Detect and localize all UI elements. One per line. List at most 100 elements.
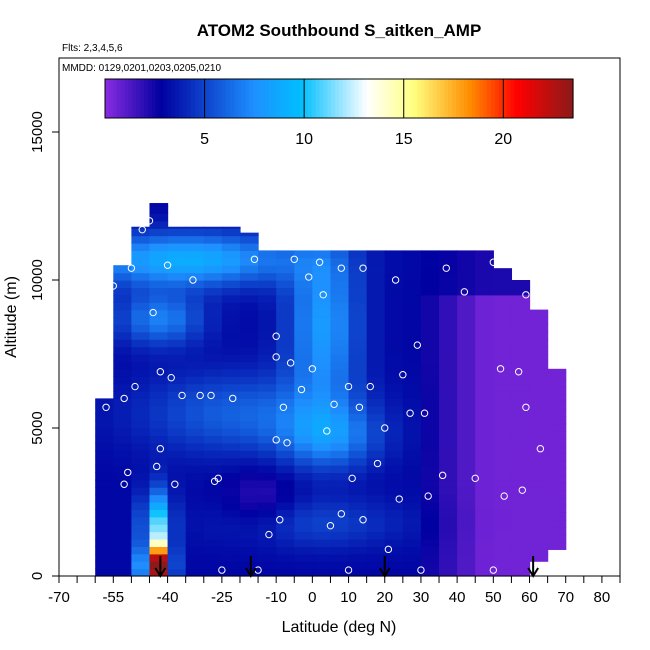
heatmap-cell bbox=[511, 524, 531, 533]
heatmap-cell bbox=[366, 516, 386, 525]
heatmap-cell bbox=[420, 339, 440, 348]
heatmap-cell bbox=[493, 524, 513, 533]
heatmap-cell bbox=[276, 568, 295, 577]
heatmap-cell bbox=[167, 368, 187, 377]
colorbar-swatch bbox=[128, 79, 133, 118]
colorbar-swatch bbox=[296, 79, 301, 118]
heatmap-cell bbox=[113, 391, 132, 399]
sample-point bbox=[373, 459, 382, 468]
heatmap-cell bbox=[348, 502, 368, 510]
heatmap-cell bbox=[475, 324, 494, 333]
heatmap-cell bbox=[493, 376, 513, 385]
heatmap-cell bbox=[185, 524, 205, 533]
heatmap-cell bbox=[239, 287, 259, 296]
heatmap-cell bbox=[221, 509, 241, 518]
sample-point bbox=[395, 495, 403, 503]
heatmap-cell bbox=[493, 539, 513, 547]
heatmap-cell bbox=[384, 250, 404, 259]
heatmap-cell bbox=[312, 531, 332, 540]
heatmap-cell bbox=[439, 391, 458, 399]
heatmap-cell bbox=[258, 472, 277, 481]
heatmap-cell bbox=[384, 309, 404, 318]
heatmap-cell bbox=[402, 546, 422, 555]
heatmap-cell bbox=[439, 331, 458, 340]
heatmap-cell bbox=[95, 428, 114, 436]
heatmap-cell bbox=[258, 494, 277, 503]
heatmap-cell bbox=[402, 561, 422, 570]
colorbar-swatch bbox=[385, 79, 391, 118]
heatmap-cell bbox=[457, 494, 476, 503]
heatmap-cell bbox=[239, 346, 259, 355]
heatmap-cell bbox=[258, 317, 277, 325]
heatmap-cell bbox=[276, 324, 295, 333]
heatmap-cell bbox=[149, 272, 169, 281]
heatmap-cell bbox=[294, 487, 313, 496]
heatmap-cell bbox=[221, 250, 241, 259]
heatmap-cell bbox=[221, 354, 241, 362]
sample-point bbox=[305, 273, 313, 281]
heatmap-cell bbox=[131, 405, 151, 414]
heatmap-cell bbox=[457, 561, 476, 570]
heatmap-cell bbox=[366, 539, 386, 547]
heatmap-cell bbox=[131, 383, 151, 392]
heatmap-cell bbox=[149, 398, 169, 407]
heatmap-cell bbox=[149, 561, 169, 570]
heatmap-cell bbox=[149, 324, 169, 333]
heatmap-cell bbox=[366, 546, 386, 555]
heatmap-cell bbox=[330, 457, 350, 466]
sample-point bbox=[207, 391, 215, 400]
colorbar-swatch bbox=[565, 79, 570, 118]
heatmap-cell bbox=[312, 546, 332, 555]
heatmap-cell bbox=[366, 287, 386, 296]
heatmap-cell bbox=[258, 428, 277, 436]
heatmap-cell bbox=[475, 450, 494, 459]
heatmap-cell bbox=[185, 553, 205, 562]
x-tick-label: 10 bbox=[340, 589, 357, 606]
heatmap-cell bbox=[221, 413, 241, 422]
heatmap-cell bbox=[348, 354, 368, 362]
heatmap-cell bbox=[113, 309, 132, 318]
heatmap-cell bbox=[167, 516, 187, 525]
heatmap-cell bbox=[366, 272, 386, 281]
heatmap-cell bbox=[402, 398, 422, 407]
heatmap-cell bbox=[239, 302, 259, 311]
colorbar-swatch bbox=[378, 79, 383, 118]
heatmap-cell bbox=[420, 428, 440, 436]
heatmap-cell bbox=[203, 250, 223, 259]
heatmap-cell bbox=[439, 346, 458, 355]
heatmap-cell bbox=[276, 331, 295, 340]
heatmap-cell bbox=[511, 346, 531, 355]
heatmap-cell bbox=[203, 302, 223, 311]
heatmap-cell bbox=[348, 391, 368, 399]
colorbar-swatch bbox=[261, 79, 266, 118]
heatmap-cell bbox=[475, 391, 494, 399]
heatmap-cell bbox=[402, 272, 422, 281]
heatmap-cell bbox=[185, 420, 205, 429]
heatmap-cell bbox=[475, 553, 494, 562]
heatmap-cell bbox=[420, 354, 440, 362]
heatmap-cell bbox=[185, 354, 205, 362]
heatmap-cell bbox=[312, 516, 332, 525]
heatmap-cell bbox=[276, 272, 295, 281]
heatmap-cell bbox=[384, 472, 404, 481]
heatmap-cell bbox=[294, 346, 313, 355]
heatmap-cell bbox=[348, 479, 368, 488]
heatmap-cell bbox=[529, 457, 549, 466]
heatmap-cell bbox=[221, 420, 241, 429]
heatmap-cell bbox=[149, 553, 169, 562]
colorbar-swatch bbox=[444, 79, 449, 118]
heatmap-cell bbox=[258, 331, 277, 340]
heatmap-cell bbox=[239, 243, 259, 251]
colorbar-swatch bbox=[413, 79, 418, 118]
sample-point bbox=[471, 474, 479, 483]
heatmap-cell bbox=[348, 516, 368, 525]
heatmap-cell bbox=[366, 405, 386, 414]
heatmap-cell bbox=[348, 450, 368, 459]
heatmap-cell bbox=[366, 391, 386, 399]
heatmap-cell bbox=[167, 398, 187, 407]
heatmap-cell bbox=[511, 539, 531, 547]
sample-point bbox=[522, 291, 530, 299]
heatmap-cell bbox=[113, 420, 132, 429]
heatmap-cell bbox=[439, 531, 458, 540]
heatmap-cell bbox=[475, 435, 494, 444]
